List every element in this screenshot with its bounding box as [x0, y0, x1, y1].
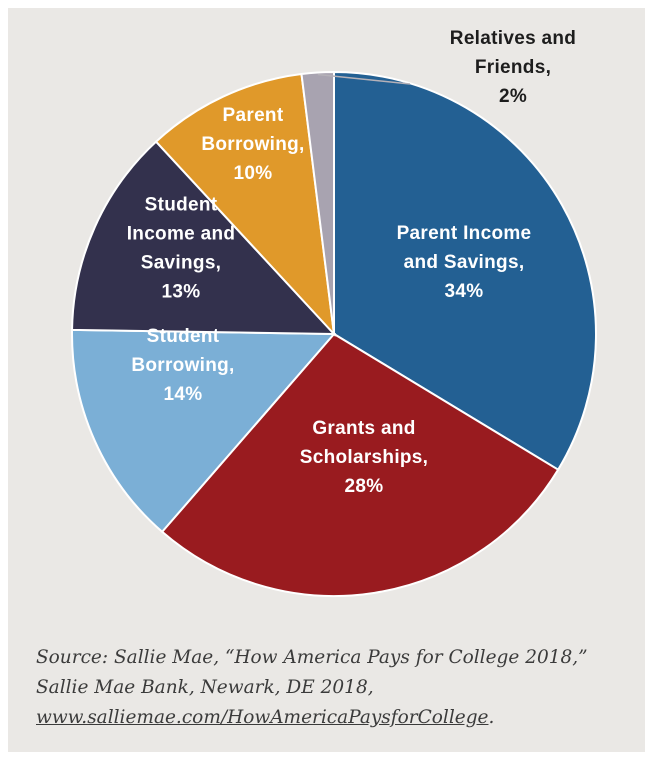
slice-label-line: Parent: [223, 105, 284, 126]
slice-label-line: Borrowing,: [131, 355, 234, 376]
slice-label-line: Scholarships,: [300, 447, 429, 468]
slice-label-line: Grants and: [312, 418, 415, 439]
slice-label-relatives-friends: Relatives and Friends, 2%: [450, 28, 576, 107]
pie-slice-student-borrowing: [71, 328, 337, 534]
source-link[interactable]: www.salliemae.com/HowAmericaPaysforColle…: [36, 707, 489, 728]
slice-label-student-income-savings: Student Income and Savings, 13%: [127, 195, 236, 303]
slice-label-parent-income-savings: Parent Income and Savings, 34%: [397, 223, 532, 302]
pie-chart: Parent Income and Savings, 34% Grants and Sc…: [71, 28, 597, 597]
slice-label-line: Borrowing,: [201, 134, 304, 155]
slice-label-line: and Savings,: [404, 252, 525, 273]
slice-label-line: 2%: [499, 86, 527, 107]
slice-label-line: Income and: [127, 224, 236, 245]
source-text: Source: Sallie Mae, “How America Pays fo…: [36, 647, 588, 698]
pie-slice-parent-borrowing: [154, 72, 336, 337]
slice-label-grants-scholarships: Grants and Scholarships, 28%: [300, 418, 429, 497]
source-suffix: .: [488, 707, 495, 728]
slice-label-line: Student: [145, 195, 218, 216]
slice-label-line: 34%: [445, 281, 484, 302]
pie-slice-student-income-savings: [71, 140, 337, 336]
slice-label-line: 28%: [345, 476, 384, 497]
chart-panel: Parent Income and Savings, 34% Grants and Sc…: [8, 8, 645, 752]
slice-label-student-borrowing: Student Borrowing, 14%: [131, 326, 234, 405]
slice-label-line: Student: [147, 326, 220, 347]
relatives-leader-line: [317, 73, 411, 85]
slice-label-line: Relatives and: [450, 28, 576, 49]
slice-label-line: 10%: [234, 163, 273, 184]
source-note: Source: Sallie Mae, “How America Pays fo…: [36, 643, 636, 733]
slice-label-line: Parent Income: [397, 223, 532, 244]
slice-label-line: 14%: [164, 384, 203, 405]
pie-slice-grants-scholarships: [160, 332, 560, 597]
slice-label-line: Savings,: [141, 253, 222, 274]
pie-slice-parent-income-savings: [333, 70, 597, 472]
pie-slice-relatives-friends: [300, 70, 335, 335]
slice-label-line: Friends,: [475, 57, 551, 78]
slice-label-parent-borrowing: Parent Borrowing, 10%: [201, 105, 304, 184]
slice-label-line: 13%: [162, 282, 201, 303]
